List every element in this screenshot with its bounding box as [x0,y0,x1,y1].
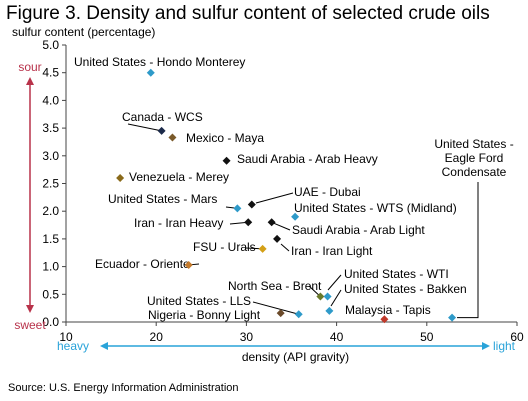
point-label: Venezuela - Merey [129,170,229,184]
y-tick-label: 1.0 [42,260,59,274]
point-label: Nigeria - Bonny Light [148,308,261,322]
sulfur-arrow-up [26,77,34,85]
data-point [184,260,193,269]
point-label: Saudi Arabia - Arab Heavy [237,152,378,166]
chart-title: Figure 3. Density and sulfur content of … [6,3,490,24]
y-tick-label: 0.0 [42,315,59,329]
scale-arrows: sour sweet heavy light [14,60,515,353]
point-label: Mexico - Maya [186,131,264,145]
y-tick-label: 5.0 [42,38,59,52]
point-label: Malaysia - Tapis [345,303,431,317]
data-point [244,218,253,227]
y-axis-label: sulfur content (percentage) [12,25,156,39]
x-tick-label: 40 [330,330,344,344]
data-point [323,292,332,301]
leader-line [252,301,299,315]
data-point [157,126,166,135]
y-tick-label: 0.5 [42,287,59,301]
point-label: Canada - WCS [122,110,203,124]
data-point [168,133,177,142]
point-label: Iran - Iran Heavy [134,216,223,230]
point-label: United States - Mars [108,192,217,206]
data-point [247,200,256,209]
point-label: United States - WTS (Midland) [294,201,457,215]
y-tick-label: 4.0 [42,93,59,107]
leader-line [457,182,479,319]
data-point [325,306,334,315]
point-label: Ecuador - Oriente [95,257,190,271]
tick-labels: 0.0 0.5 1.0 1.5 2.0 2.5 3.0 3.5 4.0 4.5 5.0 10 20 30 4… [42,38,524,364]
y-tick-label: 1.5 [42,232,59,246]
leader-line [271,221,291,231]
data-points [116,68,457,324]
point-label: United States - LLS [147,294,251,308]
x-tick-label: 20 [150,330,164,344]
leader-line [327,274,342,291]
data-point [267,218,276,227]
data-point [273,234,282,243]
x-axis-label: density (API gravity) [242,350,349,364]
x-tick-label: 10 [59,330,73,344]
data-point [276,309,285,318]
data-point [380,315,389,324]
point-label: Iran - Iran Light [291,244,373,258]
y-tick-label: 3.5 [42,121,59,135]
y-tick-label: 2.5 [42,177,59,191]
leader-line [330,289,342,307]
x-tick-label: 50 [420,330,434,344]
sweet-label: sweet [14,318,46,332]
heavy-label: heavy [57,339,89,353]
data-point [116,173,125,182]
leader-line [127,123,162,132]
point-label: United States -Eagle Ford Condensate [434,137,513,179]
point-labels: United States - Hondo Monterey Canada - W… [74,55,514,322]
data-point [291,212,300,221]
source-note: Source: U.S. Energy Information Administ… [8,382,239,394]
x-tick-label: 60 [510,330,524,344]
data-point [258,244,267,253]
y-tick-label: 2.0 [42,204,59,218]
point-label: United States - Hondo Monterey [74,55,245,69]
data-point [316,292,325,301]
point-label: United States - Bakken [344,282,467,296]
leader-line [280,243,290,252]
density-arrow-left [100,342,108,350]
point-label: United States - WTI [344,267,449,281]
point-label: Saudi Arabia - Arab Light [292,223,425,237]
sulfur-arrow-down [26,305,34,313]
y-tick-label: 3.0 [42,149,59,163]
point-label: North Sea - Brent [228,279,322,293]
point-label: FSU - Urals [193,240,256,254]
sour-label: sour [18,60,41,74]
density-arrow-right [482,342,490,350]
leader-line [255,192,294,204]
data-point [222,156,231,165]
data-point [146,68,155,77]
point-label: UAE - Dubai [294,185,361,199]
data-point [233,204,242,213]
light-label: light [493,339,516,353]
data-point [294,310,303,319]
y-tick-label: 4.5 [42,66,59,80]
x-tick-label: 30 [240,330,254,344]
data-point [448,313,457,322]
